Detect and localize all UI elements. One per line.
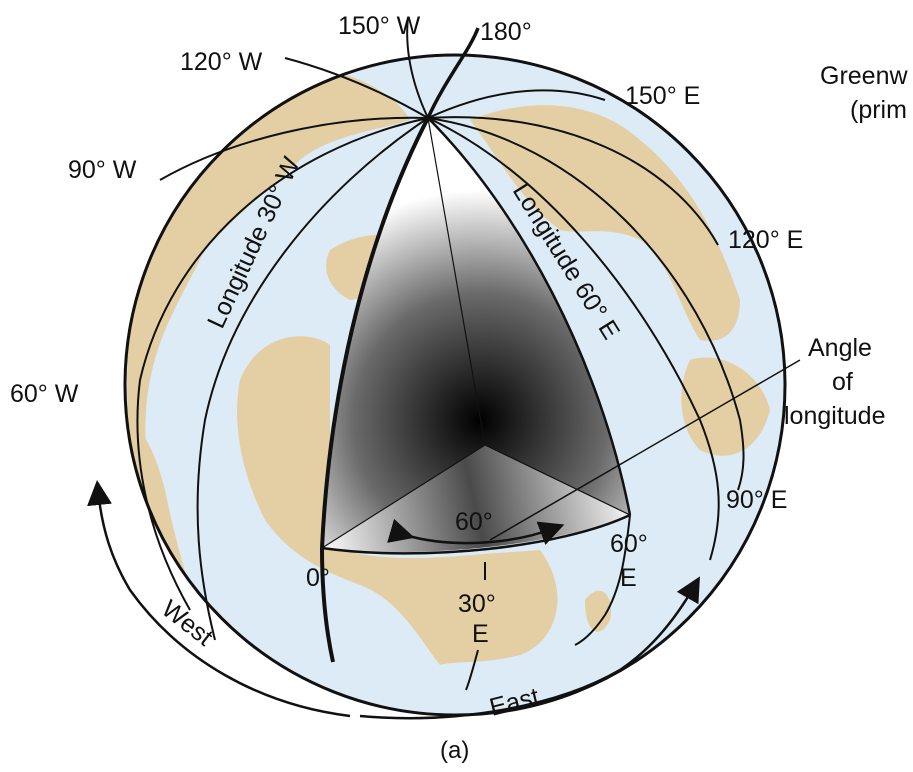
meridian-180 bbox=[426, 27, 480, 119]
west-arrow-arc bbox=[87, 480, 351, 718]
wedge-radius-60 bbox=[484, 444, 631, 516]
label-60w: 60° W bbox=[10, 380, 79, 408]
land-europe-asia bbox=[470, 105, 740, 341]
meridian-60e-lower bbox=[574, 514, 631, 646]
label-150w: 150° W bbox=[338, 12, 421, 40]
callout-line2: of bbox=[832, 368, 853, 396]
wedge-face-right bbox=[428, 118, 630, 515]
callout-line3: longitude bbox=[784, 402, 885, 430]
meridian-90w bbox=[159, 116, 429, 181]
wedge-axis bbox=[427, 117, 486, 446]
angle-arrow bbox=[387, 518, 565, 545]
callout-leader bbox=[489, 359, 801, 541]
equator-arc bbox=[321, 513, 631, 555]
land-madagascar bbox=[585, 590, 611, 632]
label-120e: 120° E bbox=[728, 226, 803, 254]
meridian-60w bbox=[136, 117, 429, 611]
prime-meridian-lower bbox=[320, 547, 335, 663]
land-africa bbox=[237, 336, 558, 665]
label-angle-60: 60° bbox=[455, 508, 493, 536]
label-90w: 90° W bbox=[68, 156, 137, 184]
label-greenwich-line1: Greenw bbox=[820, 62, 908, 90]
meridian-150e bbox=[427, 89, 606, 119]
meridian-60e-extension bbox=[427, 117, 720, 561]
meridian-150w bbox=[406, 17, 429, 119]
label-150e: 150° E bbox=[625, 82, 700, 110]
wedge-edge-0 bbox=[320, 117, 430, 549]
label-180: 180° bbox=[480, 18, 532, 46]
meridian-30w bbox=[196, 117, 429, 641]
label-30e-dir: E bbox=[472, 620, 489, 648]
land-masses bbox=[125, 67, 770, 665]
wedge-radius-0 bbox=[321, 444, 486, 549]
land-north-america bbox=[127, 67, 410, 520]
east-arrow-arc bbox=[359, 576, 700, 720]
meridian-120e bbox=[427, 116, 719, 246]
figure-caption: (a) bbox=[440, 737, 469, 764]
callout-line1: Angle bbox=[808, 334, 872, 362]
label-60e-num: 60° bbox=[610, 530, 648, 558]
meridian-lines bbox=[136, 17, 745, 691]
meridian-120w bbox=[284, 57, 429, 119]
label-90e: 90° E bbox=[726, 486, 787, 514]
label-0: 0° bbox=[306, 564, 330, 592]
wedge-face bbox=[322, 118, 485, 548]
label-greenwich-line2: (prim bbox=[850, 96, 907, 124]
label-120w: 120° W bbox=[180, 48, 263, 76]
meridian-90e bbox=[427, 117, 745, 491]
label-60e-dir: E bbox=[620, 564, 637, 592]
wedge-edge-60e bbox=[427, 117, 632, 516]
meridian-30e-bottom bbox=[465, 649, 479, 691]
label-30e-num: 30° bbox=[458, 590, 496, 618]
